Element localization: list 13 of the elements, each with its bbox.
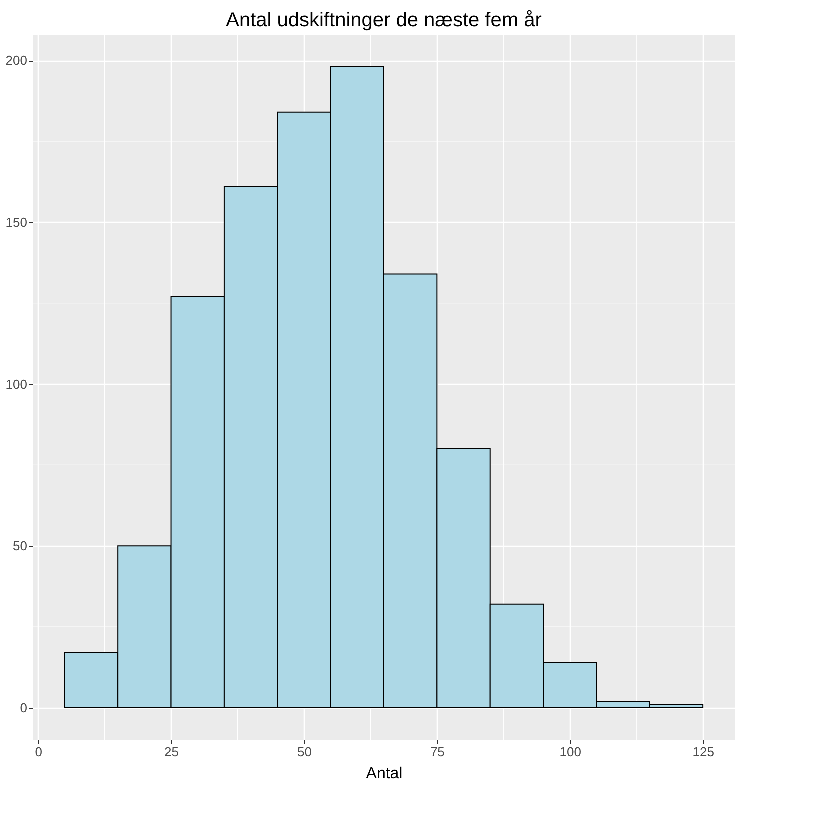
x-tick-label: 75: [430, 744, 445, 760]
chart-title: Antal udskiftninger de næste fem år: [226, 10, 542, 32]
x-tick-label: 100: [560, 744, 582, 760]
y-tick-label: 0: [20, 700, 28, 716]
y-tick-label: 100: [6, 376, 28, 392]
y-tick-label: 150: [6, 214, 28, 230]
x-axis-title: Antal: [366, 766, 403, 782]
x-tick-label: 125: [692, 744, 714, 760]
x-tick-label: 25: [164, 744, 180, 760]
y-tick-label: 200: [6, 53, 28, 68]
x-tick-label: 0: [35, 744, 42, 760]
x-tick-label: 50: [297, 744, 312, 760]
y-tick-label: 50: [13, 538, 28, 554]
